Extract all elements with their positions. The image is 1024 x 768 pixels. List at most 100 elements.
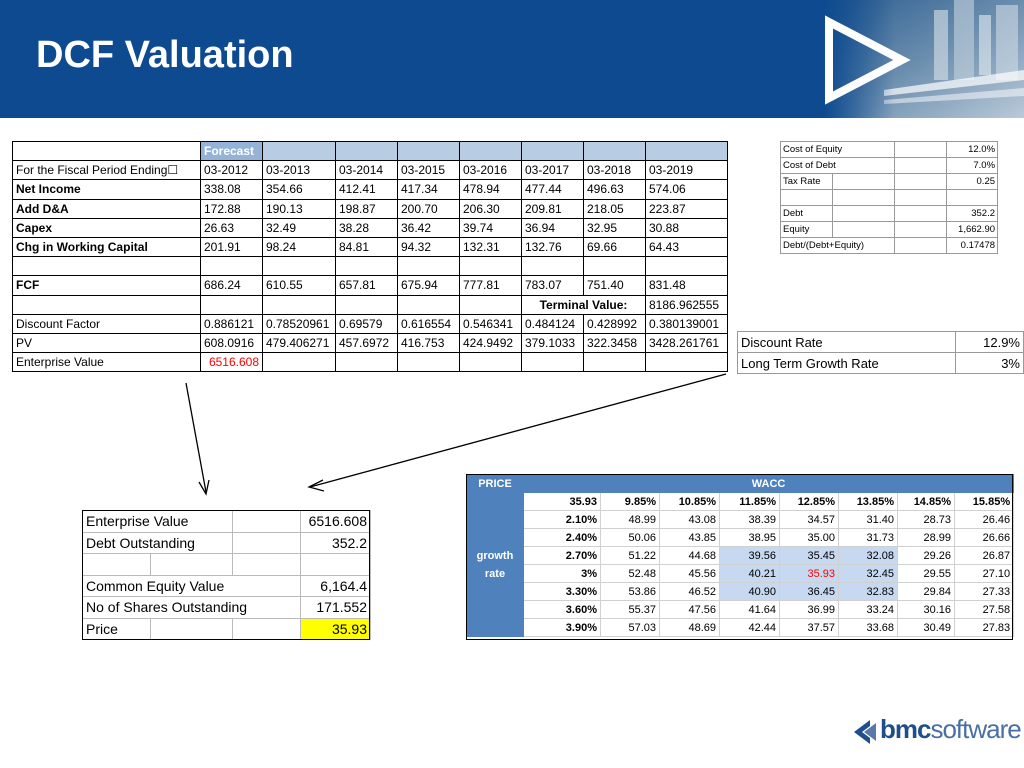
table-cell: 0.886121 bbox=[200, 313, 263, 334]
table-cell: 03-2014 bbox=[335, 160, 398, 181]
table-cell: 26.63 bbox=[200, 217, 263, 238]
growth-value: 3% bbox=[523, 564, 601, 583]
equity-summary-table: Enterprise Value 6516.608 Debt Outstandi… bbox=[82, 510, 371, 640]
price-cell: 27.83 bbox=[953, 618, 1015, 637]
table-cell bbox=[82, 553, 151, 576]
summary-debt-value: 352.2 bbox=[300, 531, 371, 554]
wacc-header: WACC bbox=[522, 474, 1015, 493]
table-cell: 479.406271 bbox=[262, 332, 336, 354]
table-cell: 379.1033 bbox=[521, 332, 584, 354]
table-cell bbox=[150, 553, 233, 576]
table-cell bbox=[397, 140, 460, 162]
table-cell: 0.69579 bbox=[335, 313, 398, 334]
table-cell: 03-2018 bbox=[583, 160, 646, 181]
sensitivity-row: 3.60% 55.37 47.56 41.64 36.99 33.24 30.16 27.58 bbox=[466, 600, 1015, 619]
cost-of-equity-value: 12.0% bbox=[946, 141, 999, 158]
logo-bold: bmc bbox=[880, 714, 931, 744]
sensitivity-row: 3.30% 53.86 46.52 40.90 36.45 32.83 29.84 27.33 bbox=[466, 582, 1015, 601]
table-cell: 686.24 bbox=[200, 275, 263, 296]
table-cell bbox=[200, 294, 263, 315]
cost-of-debt-row: Cost of Debt 7.0% bbox=[779, 157, 999, 174]
row-label: Chg in Working Capital bbox=[12, 236, 201, 258]
table-cell: 198.87 bbox=[335, 198, 398, 219]
enterprise-value-row: Enterprise Value 6516.608 bbox=[12, 352, 728, 373]
wacc-value: 9.85% bbox=[600, 492, 660, 511]
summary-shares-row: No of Shares Outstanding 171.552 bbox=[82, 596, 371, 619]
table-cell bbox=[335, 140, 398, 162]
price-cell: 35.93 bbox=[779, 564, 839, 583]
table-cell bbox=[946, 189, 999, 206]
table-cell bbox=[232, 553, 301, 576]
equity-label: Equity bbox=[780, 221, 833, 238]
table-cell bbox=[894, 205, 948, 222]
table-cell: 0.78520961 bbox=[262, 313, 336, 334]
table-cell: 84.81 bbox=[335, 236, 398, 258]
summary-shares-label: No of Shares Outstanding bbox=[82, 596, 301, 619]
wacc-value: 15.85% bbox=[953, 492, 1015, 511]
table-cell: 94.32 bbox=[397, 236, 460, 258]
table-cell bbox=[262, 294, 336, 315]
growth-side-label bbox=[466, 582, 524, 601]
corner-value: 35.93 bbox=[523, 492, 601, 511]
table-cell bbox=[232, 531, 301, 554]
growth-value: 2.70% bbox=[523, 546, 601, 565]
table-cell: 777.81 bbox=[459, 275, 522, 296]
table-cell bbox=[200, 256, 263, 277]
table-cell: 32.95 bbox=[583, 217, 646, 238]
row-label: For the Fiscal Period Ending☐ bbox=[12, 160, 201, 181]
forecast-row: Chg in Working Capital 201.91 98.24 84.81 94… bbox=[12, 236, 728, 258]
growth-rate-row: Long Term Growth Rate 3% bbox=[737, 352, 1024, 374]
table-cell bbox=[466, 492, 524, 511]
table-cell: 478.94 bbox=[459, 179, 522, 200]
summary-debt-label: Debt Outstanding bbox=[82, 531, 233, 554]
table-cell bbox=[645, 352, 728, 373]
price-cell: 36.99 bbox=[779, 600, 839, 619]
table-cell: 223.87 bbox=[645, 198, 728, 219]
logo-light: software bbox=[930, 714, 1021, 744]
tax-rate-label: Tax Rate bbox=[780, 173, 833, 190]
table-cell: 172.88 bbox=[200, 198, 263, 219]
price-cell: 52.48 bbox=[600, 564, 660, 583]
row-label: FCF bbox=[12, 275, 201, 296]
price-cell: 44.68 bbox=[659, 546, 720, 565]
table-cell: 03-2017 bbox=[521, 160, 584, 181]
table-cell bbox=[894, 173, 948, 190]
price-cell: 35.00 bbox=[779, 528, 839, 547]
growth-value: 3.90% bbox=[523, 618, 601, 637]
growth-side-label bbox=[466, 510, 524, 529]
table-cell: 675.94 bbox=[397, 275, 460, 296]
growth-side-label bbox=[466, 528, 524, 547]
table-cell: 783.07 bbox=[521, 275, 584, 296]
cost-of-equity-row: Cost of Equity 12.0% bbox=[779, 141, 999, 158]
forecast-header: Forecast bbox=[200, 140, 263, 162]
table-cell: 831.48 bbox=[645, 275, 728, 296]
table-cell: 64.43 bbox=[645, 236, 728, 258]
price-cell: 26.87 bbox=[953, 546, 1015, 565]
row-label: Add D&A bbox=[12, 198, 201, 219]
discount-rate-value: 12.9% bbox=[955, 331, 1024, 353]
table-cell: 98.24 bbox=[262, 236, 336, 258]
table-cell bbox=[583, 140, 646, 162]
table-cell bbox=[894, 189, 948, 206]
growth-side-label bbox=[466, 618, 524, 637]
summary-price-label: Price bbox=[82, 617, 151, 640]
price-cell: 29.26 bbox=[897, 546, 955, 565]
price-cell: 39.56 bbox=[719, 546, 780, 565]
table-cell: 190.13 bbox=[262, 198, 336, 219]
table-cell bbox=[459, 256, 522, 277]
table-cell bbox=[335, 256, 398, 277]
price-cell: 28.99 bbox=[897, 528, 955, 547]
debt-label: Debt bbox=[780, 205, 833, 222]
table-cell bbox=[780, 189, 833, 206]
table-cell bbox=[459, 352, 522, 373]
growth-value: 2.40% bbox=[523, 528, 601, 547]
price-cell: 29.84 bbox=[897, 582, 955, 601]
wacc-value: 13.85% bbox=[838, 492, 898, 511]
row-label: Discount Factor bbox=[12, 313, 201, 334]
table-cell bbox=[894, 141, 948, 158]
table-cell: 3428.261761 bbox=[645, 332, 728, 354]
equity-row: Equity 1,662.90 bbox=[780, 221, 999, 238]
table-cell bbox=[831, 221, 896, 238]
table-cell: 574.06 bbox=[645, 179, 728, 200]
forecast-row: Add D&A 172.88 190.13 198.87 200.70 206.30 209… bbox=[12, 198, 728, 219]
